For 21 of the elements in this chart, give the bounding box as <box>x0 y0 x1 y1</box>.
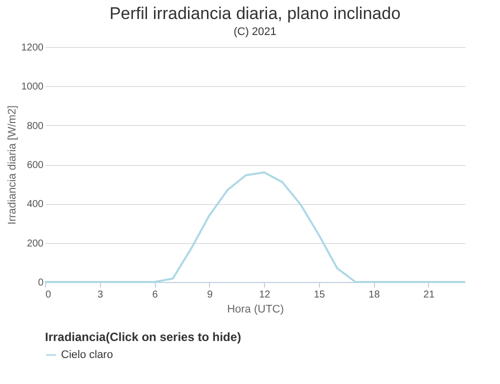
y-tick-label: 1200 <box>21 42 44 54</box>
x-axis-title: Hora (UTC) <box>227 304 284 316</box>
y-tick-label: 400 <box>26 199 44 210</box>
x-tick-label: 9 <box>207 290 214 300</box>
y-tick-label: 1000 <box>21 82 44 93</box>
y-tick-label: 800 <box>26 120 44 132</box>
x-tick-label: 6 <box>152 290 158 300</box>
x-tick-label: 3 <box>98 290 104 300</box>
x-tick-label: 15 <box>314 290 326 300</box>
chart-subtitle: (C) 2021 <box>234 26 276 38</box>
legend-title: Irradiancia(Click on series to hide) <box>45 330 242 344</box>
x-tick-label: 21 <box>423 290 435 300</box>
chart-title: Perfil irradiancia diaria, plano inclinado <box>109 4 401 23</box>
y-tick-label: 600 <box>26 160 44 171</box>
legend-label: Cielo claro <box>61 349 113 361</box>
x-tick-label: 0 <box>46 290 52 300</box>
x-tick-label: 12 <box>259 290 271 300</box>
y-tick-label: 0 <box>38 278 44 288</box>
y-tick-label: 200 <box>26 238 44 250</box>
y-axis-title: Irradiancia diaria [W/m2] <box>6 105 18 225</box>
x-tick-label: 18 <box>368 290 380 300</box>
